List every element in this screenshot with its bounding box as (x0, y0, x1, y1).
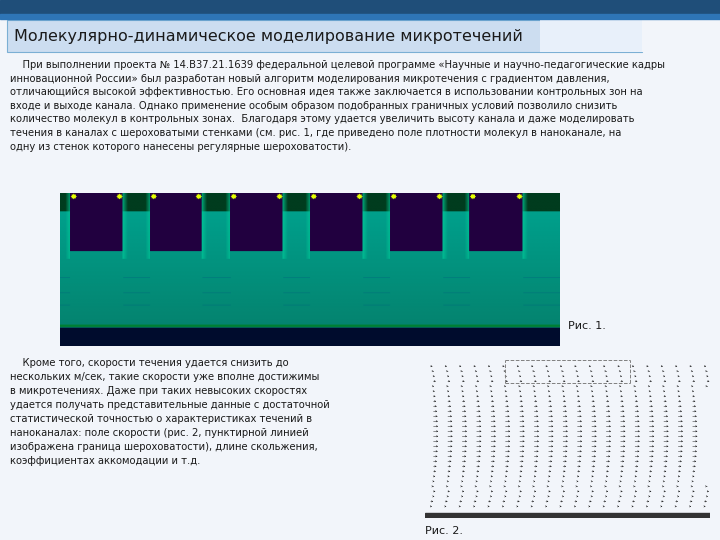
Text: Рис. 2.: Рис. 2. (425, 526, 463, 536)
Bar (7, 20, 642, 52)
Bar (425, 513, 710, 518)
Bar (0, 0, 720, 14)
Text: Кроме того, скорости течения удается снизить до
нескольких м/сек, такие скорости: Кроме того, скорости течения удается сни… (10, 358, 330, 466)
Text: При выполнении проекта № 14.B37.21.1639 федеральной целевой программе «Научные и: При выполнении проекта № 14.B37.21.1639 … (10, 60, 665, 152)
Text: Рис. 1.: Рис. 1. (568, 321, 606, 331)
Bar (642, 20, 712, 52)
Bar (0, 14, 720, 19)
Bar (540, 20, 642, 52)
Text: Молекулярно-динамическое моделирование микротечений: Молекулярно-динамическое моделирование м… (14, 29, 523, 44)
